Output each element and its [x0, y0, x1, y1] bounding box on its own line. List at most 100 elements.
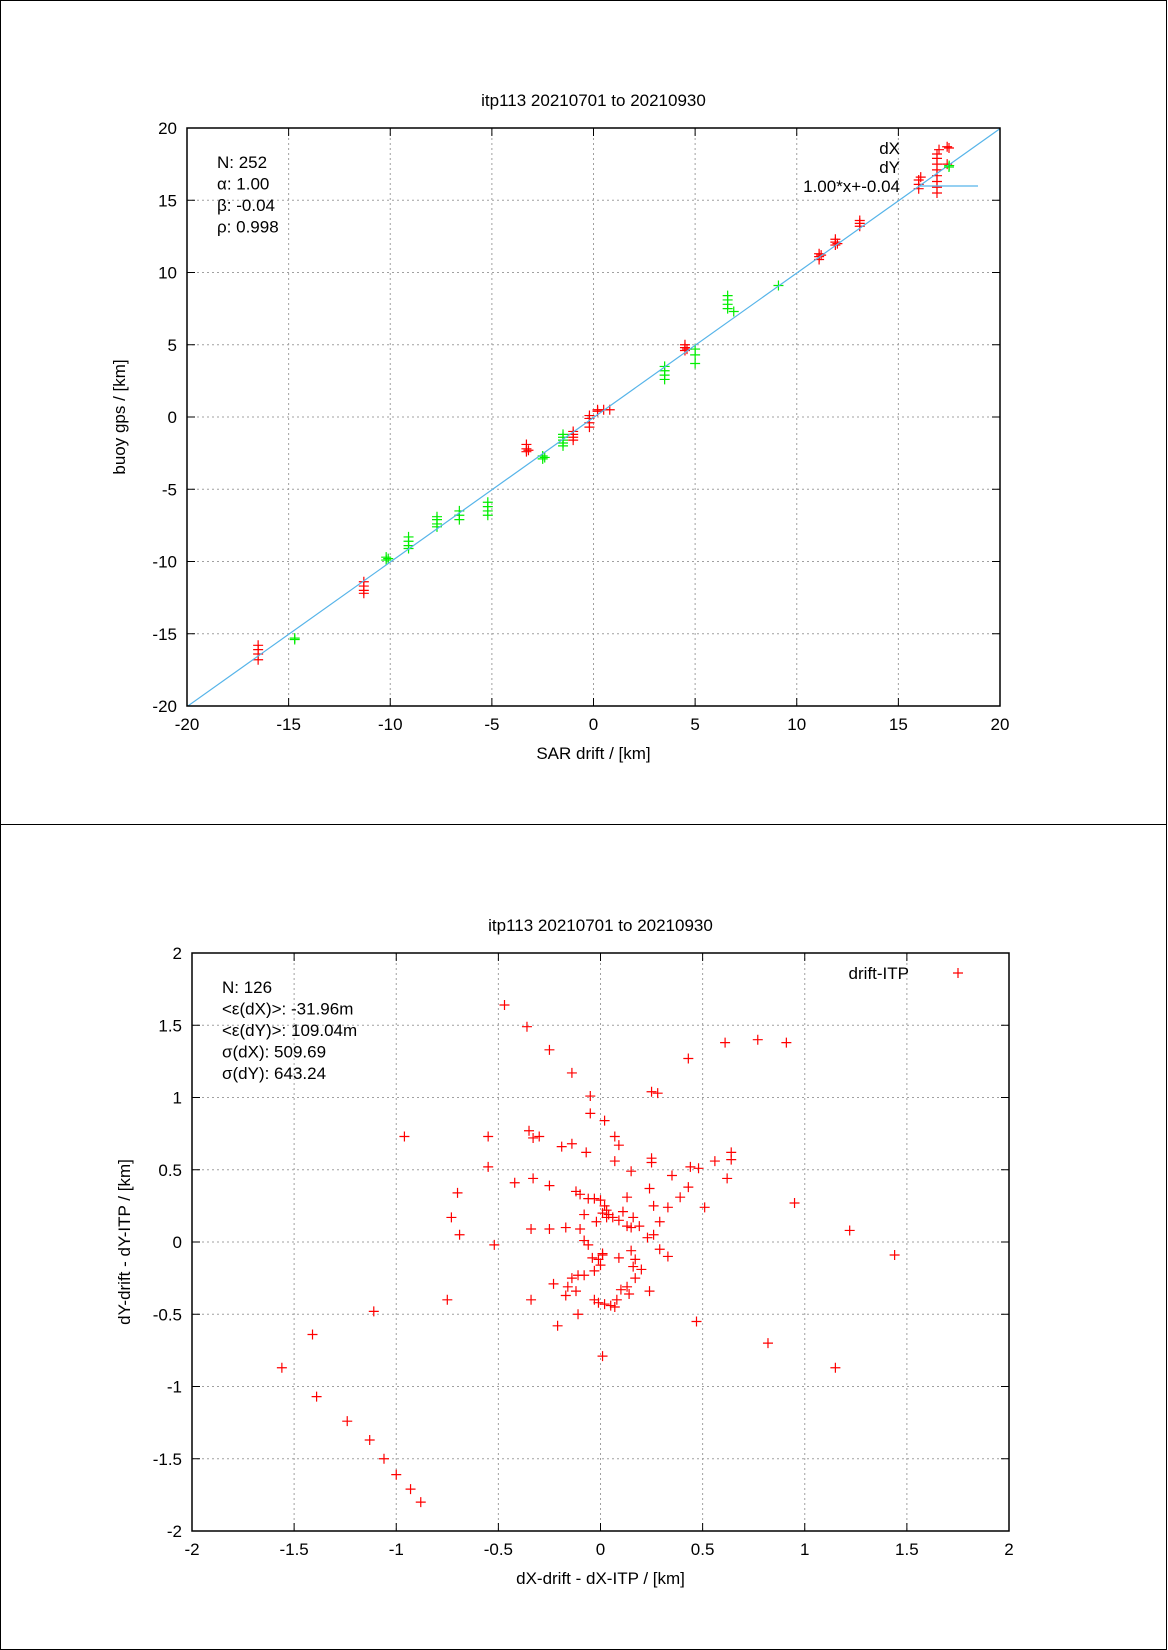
legend-label: drift-ITP [849, 964, 909, 983]
data-point [364, 1434, 375, 1445]
data-point [391, 1469, 402, 1480]
data-point [537, 453, 548, 464]
x-tick-label: 15 [889, 715, 908, 734]
data-point [579, 1209, 590, 1220]
data-point [728, 306, 739, 317]
data-point [584, 422, 595, 433]
data-point [597, 1208, 608, 1219]
data-point [613, 1252, 624, 1263]
data-point [722, 303, 733, 314]
x-tick-label: -10 [378, 715, 403, 734]
data-point [628, 1212, 639, 1223]
data-point [595, 1260, 606, 1271]
data-point [626, 1245, 637, 1256]
data-point [690, 349, 701, 360]
y-tick-label: 1 [173, 1089, 182, 1108]
data-point [452, 1187, 463, 1198]
data-point [830, 1362, 841, 1373]
data-point [593, 1254, 604, 1265]
data-point [289, 634, 300, 645]
legend-label: dY [879, 158, 900, 177]
data-point [311, 1391, 322, 1402]
data-point [566, 1273, 577, 1284]
data-point [583, 1193, 594, 1204]
data-point [378, 1453, 389, 1464]
data-point [581, 1147, 592, 1158]
x-tick-label: 0 [596, 1540, 605, 1559]
data-point [597, 1250, 608, 1261]
data-point [609, 1156, 620, 1167]
data-point [568, 435, 579, 446]
data-point [628, 1261, 639, 1272]
data-point [690, 358, 701, 369]
data-point [454, 1229, 465, 1240]
data-point [642, 1232, 653, 1243]
data-point [646, 1157, 657, 1168]
drift-residual-chart: itp113 20210701 to 20210930 -2 -1.5 -1 -0.5 0… [115, 916, 1014, 1588]
data-point [644, 1286, 655, 1297]
data-point [648, 1200, 659, 1211]
y-tick-label: 2 [173, 944, 182, 963]
x-tick-label: -1 [389, 1540, 404, 1559]
data-point [585, 1108, 596, 1119]
data-point [611, 1294, 622, 1305]
data-point [679, 339, 690, 350]
data-point [646, 1086, 657, 1097]
legend-marker [944, 162, 954, 172]
data-point [693, 1163, 704, 1174]
data-point [942, 141, 953, 152]
data-point [720, 1037, 731, 1048]
y-axis-label: dY-drift - dY-ITP / [km] [115, 1159, 134, 1325]
x-tick-label: 1.5 [895, 1540, 919, 1559]
stats-line: β: -0.04 [217, 196, 275, 215]
y-tick-label: 0 [173, 1233, 182, 1252]
stats-line: <ε(dY)>: 109.04m [222, 1021, 357, 1040]
data-point [599, 1200, 610, 1211]
legend-label: 1.00*x+-0.04 [803, 177, 900, 196]
data-point [573, 1270, 584, 1281]
data-point [358, 588, 369, 599]
data-point [552, 1320, 563, 1331]
x-tick-label: -1.5 [279, 1540, 308, 1559]
stats-line: N: 252 [217, 153, 267, 172]
data-point [528, 1132, 539, 1143]
data-point [584, 410, 595, 421]
plot-frame [191, 952, 1010, 1532]
y-tick-label: 15 [158, 191, 177, 210]
data-point [539, 452, 550, 463]
data-point [548, 1278, 559, 1289]
data-point [483, 1161, 494, 1172]
plot-frame [186, 127, 1001, 707]
stats-line: σ(dY): 643.24 [222, 1064, 326, 1083]
data-point [709, 1156, 720, 1167]
x-tick-label: 20 [991, 715, 1010, 734]
y-tick-label: 20 [158, 119, 177, 138]
data-point [307, 1329, 318, 1340]
stats-line: α: 1.00 [217, 175, 269, 194]
data-point [566, 1067, 577, 1078]
data-point [662, 1251, 673, 1262]
data-point [415, 1497, 426, 1508]
data-point [570, 1286, 581, 1297]
data-point [368, 1306, 379, 1317]
x-tick-label: 10 [787, 715, 806, 734]
data-point [381, 555, 392, 566]
data-point [526, 1223, 537, 1234]
data-point [587, 1252, 598, 1263]
data-point [634, 1221, 645, 1232]
y-tick-label: 5 [168, 336, 177, 355]
data-point [934, 144, 945, 155]
legend-marker [953, 968, 963, 978]
x-tick-label: -5 [484, 715, 499, 734]
y-tick-label: -5 [162, 480, 177, 499]
data-point [624, 1289, 635, 1300]
data-point [617, 1206, 628, 1217]
data-point [599, 1299, 610, 1310]
data-point [489, 1239, 500, 1250]
data-point [683, 1053, 694, 1064]
bottom-chart-panel: itp113 20210701 to 20210930 -2 -1.5 -1 -0.5 0… [0, 824, 1167, 1650]
data-point [446, 1212, 457, 1223]
plot-area [276, 1000, 900, 1508]
data-point [626, 1166, 637, 1177]
legend-marker [944, 143, 954, 153]
